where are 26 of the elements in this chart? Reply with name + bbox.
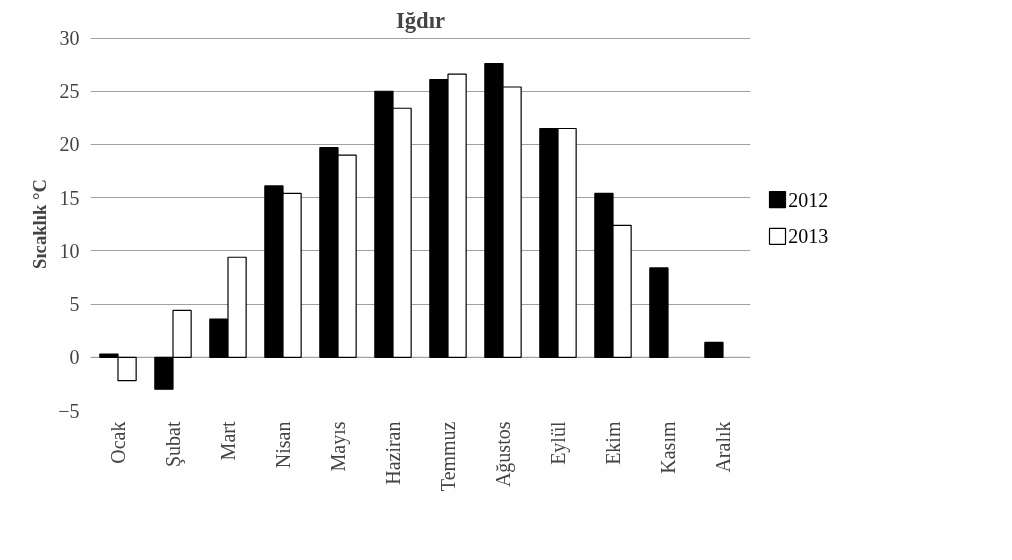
legend-label: 2013: [788, 225, 829, 248]
x-tick-label: Mart: [217, 421, 239, 461]
x-tick-label: Aralık: [712, 421, 734, 473]
y-tick-label: 10: [59, 239, 80, 262]
y-tick-label: 30: [59, 27, 80, 50]
x-tick-label: Ocak: [107, 421, 129, 464]
x-tick-label: Mayıs: [327, 421, 350, 472]
y-tick-label: 5: [69, 293, 80, 316]
x-tick-label: Ağustos: [492, 421, 515, 488]
y-tick-label: 20: [59, 133, 80, 156]
y-tick-label: 0: [69, 346, 80, 369]
x-tick-label: Temmuz: [437, 421, 459, 492]
legend-label: 2012: [788, 188, 829, 211]
y-tick-label: 25: [59, 80, 80, 103]
x-tick-label: Eylül: [547, 421, 570, 465]
x-tick-label: Haziran: [382, 421, 404, 485]
chart-title: Iğdır: [395, 7, 446, 33]
x-tick-label: Şubat: [162, 421, 185, 468]
y-tick-label: 15: [59, 186, 80, 209]
y-axis-title: Sıcaklık °C: [29, 179, 51, 269]
x-tick-label: Kasım: [657, 421, 679, 474]
y-tick-label: −5: [58, 399, 80, 422]
x-tick-label: Ekim: [602, 421, 624, 465]
bar: [704, 341, 724, 358]
x-tick-label: Nisan: [272, 421, 294, 469]
bar: [649, 267, 669, 358]
